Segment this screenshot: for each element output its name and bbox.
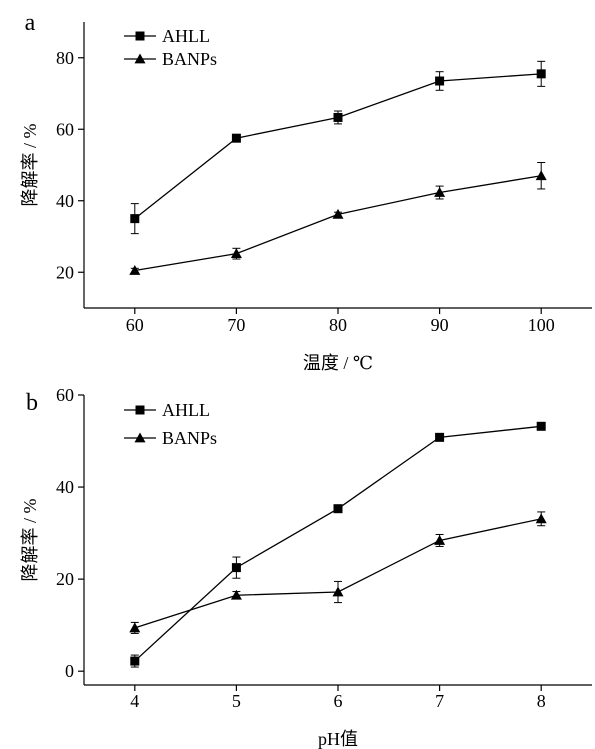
data-point-banps — [129, 264, 141, 275]
y-tick-label: 60 — [56, 385, 74, 405]
y-tick-label: 60 — [56, 119, 74, 139]
data-point-banps — [535, 513, 547, 524]
data-point-ahll — [130, 214, 140, 224]
x-tick-label: 7 — [435, 691, 444, 711]
legend-marker — [134, 53, 146, 64]
data-point-banps — [332, 586, 344, 597]
legend-item-ahll: AHLL — [124, 26, 210, 46]
data-point-ahll — [536, 421, 546, 431]
x-tick-label: 5 — [232, 691, 241, 711]
data-point-ahll — [333, 112, 343, 122]
data-point-ahll — [130, 656, 140, 666]
series-ahll — [130, 421, 546, 668]
legend-item-ahll: AHLL — [124, 400, 210, 420]
legend-marker — [135, 31, 145, 41]
x-tick-label: 100 — [528, 315, 555, 335]
legend-label: BANPs — [162, 49, 217, 69]
chart-panel-b: b 4 5 6 7 8 0 20 40 60 pH值 降解率 / % AHLL BANPs — [20, 385, 592, 749]
data-point-ahll — [435, 432, 445, 442]
x-tick-label: 6 — [334, 691, 343, 711]
x-axis-title: 温度 / ℃ — [303, 353, 373, 373]
series-ahll — [130, 60, 546, 235]
x-tick-label: 90 — [431, 315, 449, 335]
y-tick-label: 40 — [56, 191, 74, 211]
series-line-banps — [134, 518, 542, 629]
data-point-banps — [230, 248, 242, 259]
x-tick-label: 4 — [130, 691, 139, 711]
y-tick-label: 40 — [56, 477, 74, 497]
x-tick-label: 60 — [126, 315, 144, 335]
data-point-banps — [332, 208, 344, 219]
chart-panel-a: a 60 70 80 90 100 20 40 60 80 温度 / ℃ 降解率 / % AHLL BAN… — [20, 10, 592, 373]
series-line-ahll — [134, 73, 542, 220]
series-line-ahll — [134, 425, 542, 662]
data-point-banps — [129, 622, 141, 633]
data-point-ahll — [231, 563, 241, 573]
legend-item-banps: BANPs — [124, 49, 217, 69]
data-point-ahll — [333, 504, 343, 514]
y-tick-label: 0 — [65, 661, 74, 681]
x-axis-title: pH值 — [318, 729, 358, 749]
y-axis-title: 降解率 / % — [20, 123, 40, 206]
series-line-banps — [134, 175, 542, 272]
legend-label: AHLL — [162, 400, 210, 420]
y-tick-label: 80 — [56, 48, 74, 68]
data-point-banps — [434, 534, 446, 545]
legend-marker — [134, 432, 146, 443]
y-axis-title: 降解率 / % — [20, 498, 40, 581]
series-banps — [129, 161, 547, 275]
panel-label: a — [25, 10, 36, 36]
data-point-banps — [230, 589, 242, 600]
y-tick-label: 20 — [56, 569, 74, 589]
data-point-ahll — [536, 69, 546, 79]
data-point-ahll — [435, 76, 445, 86]
x-tick-label: 8 — [537, 691, 546, 711]
legend-item-banps: BANPs — [124, 428, 217, 448]
x-tick-label: 70 — [227, 315, 245, 335]
legend-marker — [135, 405, 145, 415]
data-point-banps — [535, 170, 547, 181]
data-point-banps — [434, 187, 446, 197]
series-banps — [129, 511, 547, 634]
x-tick-label: 80 — [329, 315, 347, 335]
legend-label: AHLL — [162, 26, 210, 46]
panel-label: b — [26, 390, 38, 416]
y-tick-label: 20 — [56, 262, 74, 282]
legend-label: BANPs — [162, 428, 217, 448]
data-point-ahll — [231, 133, 241, 143]
